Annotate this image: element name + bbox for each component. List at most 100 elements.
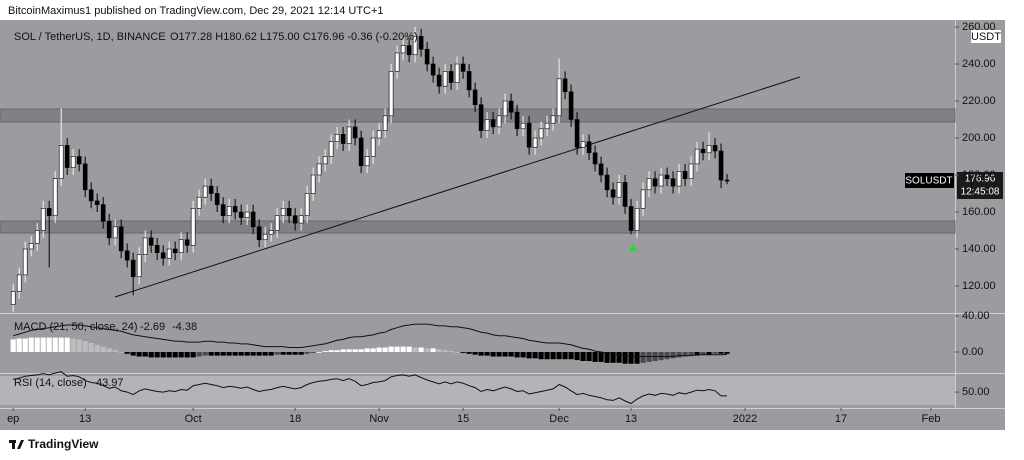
trendline [114,76,801,298]
macd-bar [634,352,640,364]
candle-body [670,178,676,187]
candle-body [370,137,376,157]
macd-bar [496,352,502,357]
candle-body [478,104,484,131]
countdown: 12:45:08 [961,187,1000,198]
macd-bar [304,352,310,354]
candle-body [634,208,640,231]
candle-body [196,196,202,209]
macd-bar [328,350,334,353]
attribution: BitcoinMaximus1 published on TradingView… [8,5,384,17]
macd-bar [202,352,208,356]
macd-bar [148,352,154,358]
candle-body [274,215,280,231]
candle-body [706,145,712,154]
candle-body [184,239,190,246]
candle-body [472,89,478,106]
macd-bar [616,352,622,363]
macd-bar [478,352,484,356]
macd-bar [262,352,268,356]
candle-body [64,145,70,168]
macd-bar [694,352,700,356]
candle-body [142,237,148,255]
macd-bar [28,337,34,353]
y-tick-label: 0.00 [962,346,983,358]
x-tick-label: 15 [457,413,469,425]
macd-bar [448,351,454,353]
macd-bar [118,352,124,353]
macd-readout: -2.69 [140,321,165,333]
macd-bar [592,352,598,362]
candle-body [244,211,250,218]
candle-body [694,148,700,165]
x-tick-label: Nov [369,413,389,425]
macd-bar [136,352,142,357]
macd-bar [94,344,100,353]
candle-body [220,204,226,217]
candle-body [154,244,160,253]
macd-bar [388,346,394,353]
candle-body [256,226,262,241]
candle-body [292,215,298,224]
candle-body [664,174,670,180]
candle-body [484,119,490,131]
macd-bar [250,352,256,356]
candle-body [724,179,730,182]
last-price: 176.96 [965,174,996,185]
macd-bar [598,352,604,362]
candle-body [676,171,682,187]
macd-bar [628,352,634,364]
macd-bar [70,338,76,353]
x-tick-label: ep [7,413,19,425]
macd-bar [514,352,520,358]
macd-bar [184,352,190,358]
candle-body [232,206,238,213]
rsi-readout: 43.97 [96,377,124,389]
y-tick-label: 140.00 [962,243,996,255]
macd-bar [556,352,562,360]
macd-bar [490,352,496,357]
candle-body [430,63,436,76]
candle-body [712,145,718,152]
candle-body [436,74,442,87]
candle-body [376,130,382,139]
candle-body [574,119,580,148]
macd-bar [502,352,508,357]
candle-body [550,115,556,124]
macd-bar [586,352,592,362]
macd-bar [364,348,370,353]
macd-bar [610,352,616,363]
macd-bar [550,352,556,360]
brand: TradingView [28,437,99,451]
y-tick-label: 50.00 [962,386,990,398]
y-tick-label: 200.00 [962,132,996,144]
candle-body [400,45,406,54]
candle-body [22,248,28,276]
macd-bar [544,352,550,360]
macd-bar [712,352,718,354]
macd-bar [520,352,526,358]
candle-body [208,185,214,194]
macd-bar [52,337,58,353]
candle-body [454,63,460,83]
candle-body [70,156,76,168]
macd-readout: -4.38 [172,321,197,333]
macd-bar [238,352,244,356]
candle-body [250,211,256,228]
candle-body [448,71,454,83]
macd-bar [574,352,580,361]
macd-bar [298,352,304,355]
candle-body [190,208,196,246]
candle-body [202,185,208,198]
candle-body [616,182,622,198]
candle-body [412,35,418,56]
candle-body [418,35,424,50]
candle-body [238,211,244,218]
candle-body [280,208,286,217]
candle-body [382,115,388,131]
candle-body [82,163,88,191]
candle-body [76,156,82,165]
candle-body [40,208,46,231]
candle-body [592,152,598,165]
candle-body [46,208,52,217]
